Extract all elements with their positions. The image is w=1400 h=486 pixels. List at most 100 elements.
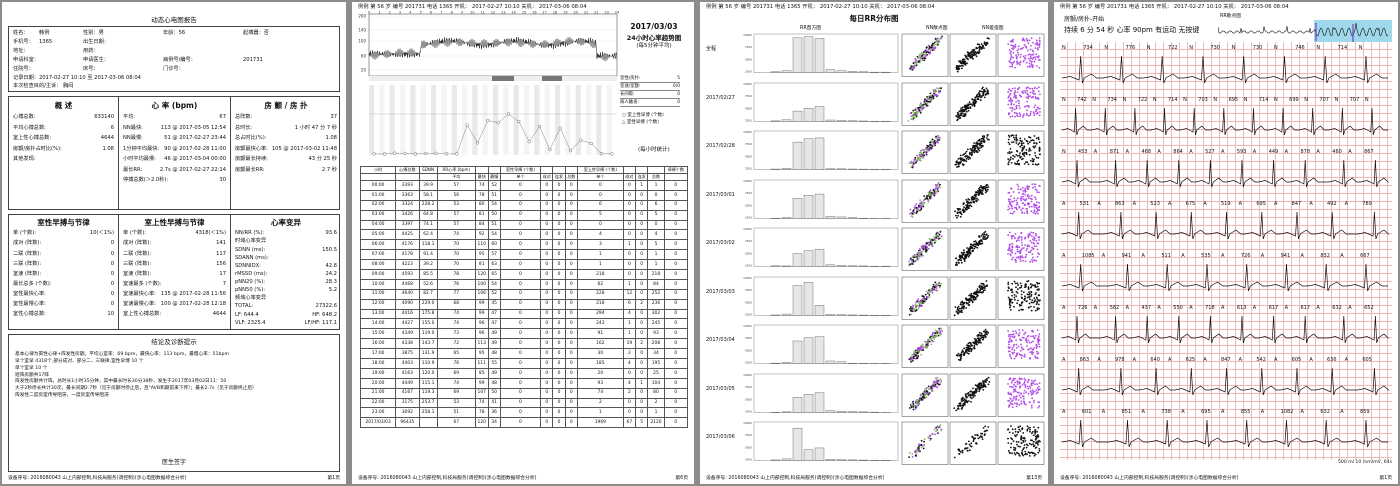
table-cell: 0 [540, 407, 554, 419]
scatter-point [1009, 376, 1012, 379]
scatter-point [1034, 212, 1037, 215]
scatter-point [917, 355, 920, 357]
table-cell: 0 [663, 318, 689, 330]
scatter-point [1020, 236, 1023, 239]
scatter-point [1019, 282, 1022, 284]
scatter-point [1031, 246, 1033, 249]
scatter-point [917, 350, 920, 352]
table-row: 16:00 4338 143.7 72 113 49 0 0 0 0 162 19 2 208 0 [359, 338, 689, 350]
scatter-point [1031, 60, 1033, 63]
scatter-point [912, 160, 915, 163]
stat-value: 150.5 [322, 246, 337, 253]
stat-row: 平均心搏总数: 6 [13, 125, 114, 132]
patient-field: 韩例 [39, 30, 50, 36]
scatter-point [919, 249, 921, 252]
table-cell: 0 [663, 180, 689, 191]
table-cell: 0 [564, 377, 578, 389]
scatter-point [1022, 195, 1025, 197]
table-cell: 6 [576, 199, 624, 211]
scatter-point [940, 379, 943, 382]
patient-row: 住院号： 床号： 门诊号： [13, 66, 335, 75]
scatter-point [974, 196, 976, 199]
scatter-point [1015, 385, 1017, 387]
table-cell: 0 [552, 278, 566, 290]
scatter-point [961, 253, 964, 256]
table-cell: 0 [622, 367, 637, 379]
hist-bar [781, 313, 792, 316]
hist-bar [770, 120, 781, 122]
scatter-point [1028, 245, 1031, 248]
scatter-point [1017, 237, 1019, 240]
scatter-point [975, 55, 978, 58]
beat-label: A [1141, 409, 1145, 415]
scatter-point [921, 149, 924, 151]
scatter-point [934, 329, 937, 332]
scatter-point [932, 96, 935, 99]
scatter-point [978, 339, 980, 341]
beat-label: 492 [1327, 201, 1337, 207]
legend-row: 室性/房扑: 5 [620, 75, 680, 84]
scatter-point [1039, 387, 1041, 390]
scatter-point [911, 162, 914, 164]
scatter-point [1017, 45, 1020, 48]
scatter-point [967, 206, 970, 209]
table-row: 23:00 3092 258.1 51 78 36 0 0 0 0 1 0 0 1 0 [359, 407, 689, 419]
table-cell: 78 [474, 407, 489, 419]
scatter-point [970, 442, 973, 445]
scatter-point [964, 394, 967, 397]
scatter-point [932, 340, 935, 343]
scatter-point [1029, 251, 1032, 253]
table-row: 10:00 4468 52.6 76 100 54 0 0 0 0 62 1 0 84 0 [359, 278, 689, 290]
sv-count-dot [527, 140, 531, 144]
beat-label: N [1304, 97, 1309, 103]
scatter-point [973, 291, 976, 294]
scatter-point [975, 242, 978, 245]
scatter-point [1008, 404, 1011, 407]
scatter-point [1026, 381, 1029, 383]
scatter-point [981, 185, 984, 188]
col-title-scatter: NN散点图 [926, 26, 948, 31]
scatter-point [966, 156, 969, 159]
scatter-point [1017, 185, 1020, 187]
scatter-point [913, 308, 916, 311]
ecg-row: N 453 A 871 A 468 A 864 A 527 A 593 A 449 A 878 A 460 A 867 [1062, 148, 1390, 198]
stat-label: 三联 (阵数): [13, 260, 42, 267]
scatter-point [928, 337, 931, 340]
hist-frame [753, 82, 899, 122]
scatter-point [922, 205, 925, 207]
scatter-point [963, 58, 966, 61]
scatter-point [1023, 389, 1026, 391]
scatter-point [1013, 357, 1016, 360]
trend-title: 24小时心率趋势图 [626, 34, 682, 42]
scatter-point [917, 254, 920, 257]
scatter-point [956, 216, 958, 219]
conclusion-line: 早个室早 4318个,部分成对、部分二、三联律,室性早博 10 个 [15, 358, 144, 364]
x-tick-label: 16 [532, 11, 536, 15]
stat-label: 室上性心搏总数: [123, 311, 162, 318]
scatter-point [958, 255, 961, 257]
ecg-row: N 742 N 734 N 722 N 714 N 703 N 695 N 714 N 699 N 707 N 707… [1062, 96, 1390, 146]
beat-label: 863 [1115, 201, 1125, 207]
page-footer: 设备序号: 2016080043 山上内部控制,科技局服务(调控制)(涉心电图数… [1060, 476, 1392, 482]
scatter-point [1009, 308, 1012, 311]
stat-row: 室速最慢心率: 100 @ 2017-02-28 12:18 [123, 301, 226, 308]
stat-label: 二联 (阵数): [13, 250, 42, 257]
stat-row: pNN50 (%): 5.2 [235, 287, 337, 294]
scatter-point [966, 449, 969, 452]
scatter-point [937, 426, 940, 429]
scatter-point [1008, 87, 1011, 90]
legend-value: 5 [677, 75, 680, 81]
scatter-point [923, 244, 926, 247]
scatter-point [1020, 199, 1022, 201]
scatter-point [1023, 138, 1026, 140]
scatter-point [1035, 142, 1038, 145]
scatter-point [1022, 142, 1025, 144]
scatter-point [1026, 108, 1028, 111]
scatter-point [968, 443, 971, 446]
scatter-point [1035, 347, 1038, 349]
scatter-point [981, 135, 984, 137]
stat-value: 0 [110, 290, 114, 297]
scatter-point [1007, 134, 1010, 137]
scatter-point [1033, 399, 1035, 401]
table-cell: 99 [474, 308, 489, 320]
